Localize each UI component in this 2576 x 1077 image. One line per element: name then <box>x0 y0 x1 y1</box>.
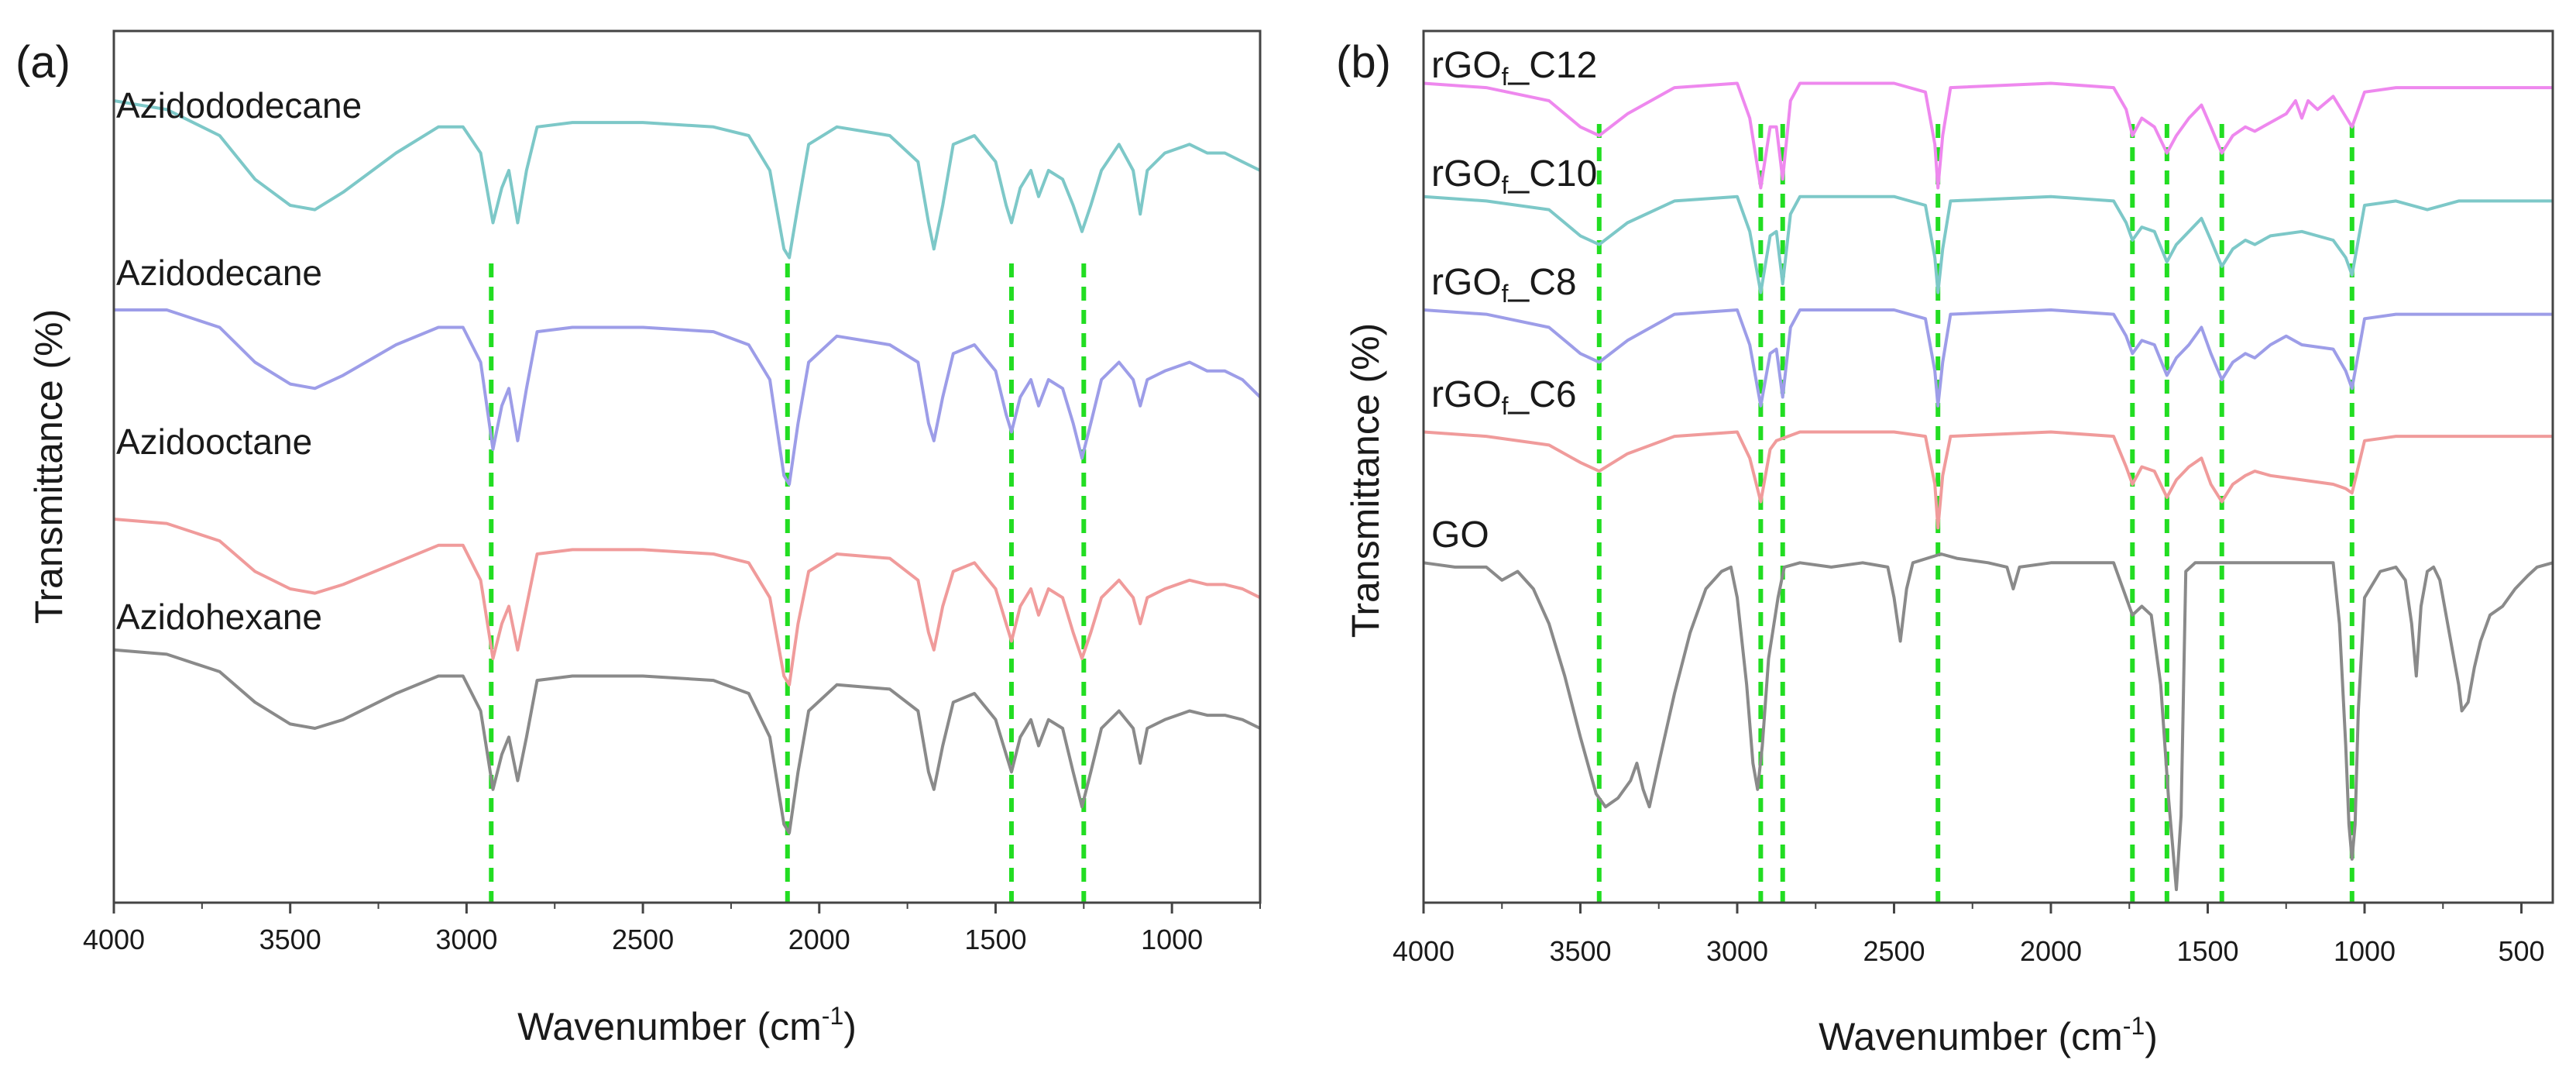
series-line <box>114 308 1262 486</box>
plot-frame <box>1422 29 2554 904</box>
series-label: Azidohexane <box>116 597 322 637</box>
x-tick-label: 1500 <box>2176 935 2238 967</box>
x-axis-label: Wavenumber (cm-1) <box>517 1002 857 1048</box>
series-labels: Azidododecane Azidodecane Azidooctane Azido… <box>116 85 362 637</box>
x-axis-label: Wavenumber (cm-1) <box>1819 1012 2158 1058</box>
x-tick-label: 1000 <box>2334 935 2396 967</box>
x-tick-label: 2500 <box>612 924 674 955</box>
series-group <box>113 99 1262 834</box>
series-labels: rGOf_C12 rGOf_C10 rGOf_C8 rGOf_C6 GO <box>1431 45 1597 556</box>
series-line <box>1423 552 2554 892</box>
x-tick-label: 2000 <box>788 924 850 955</box>
series-label: rGOf_C8 <box>1431 262 1577 308</box>
series-label: rGOf_C12 <box>1431 45 1597 91</box>
x-tick-label: 500 <box>2498 935 2544 967</box>
panel-label: (a) <box>15 37 70 88</box>
x-axis-ticks: 4000 3500 3000 2500 2000 1500 1000 500 <box>1393 903 2545 967</box>
series-label: Azidododecane <box>116 85 362 126</box>
marker-lines <box>489 263 1087 903</box>
plot-frame <box>112 29 1262 904</box>
x-tick-label: 4000 <box>83 924 145 955</box>
series-label: Azidooctane <box>116 422 312 462</box>
x-tick-label: 3000 <box>1706 935 1768 967</box>
panel-b: (b) rGOf_C12 rGOf_C10 rGOf_C8 rGOf_C6 GO 400… <box>1336 29 2554 1058</box>
x-tick-label: 2000 <box>2020 935 2082 967</box>
x-axis-ticks: 4000 3500 3000 2500 2000 1500 1000 <box>83 903 1261 955</box>
series-line <box>1423 430 2553 530</box>
y-axis-label: Transmittance (%) <box>1344 323 1387 638</box>
y-axis-label: Transmittance (%) <box>27 309 70 625</box>
series-line <box>1423 81 2553 190</box>
x-tick-label: 3000 <box>435 924 497 955</box>
x-tick-label: 2500 <box>1863 935 1925 967</box>
series-line <box>1423 308 2553 408</box>
series-label: rGOf_C6 <box>1431 374 1577 420</box>
series-label: GO <box>1431 514 1489 556</box>
panel-label: (b) <box>1336 37 1391 88</box>
series-group <box>1423 81 2554 892</box>
series-line <box>113 518 1261 686</box>
panel-a: (a) AzidododecaneAzidodecaneAzidooctaneA… <box>15 29 1262 1048</box>
series-line <box>113 648 1261 834</box>
x-tick-label: 3500 <box>1549 935 1611 967</box>
x-tick-label: 1000 <box>1141 924 1203 955</box>
series-line <box>113 99 1261 260</box>
series-line <box>1423 194 2553 294</box>
marker-lines <box>1596 124 2354 903</box>
x-tick-label: 1500 <box>964 924 1026 955</box>
x-tick-label: 3500 <box>259 924 321 955</box>
x-tick-label: 4000 <box>1393 935 1455 967</box>
series-label: rGOf_C10 <box>1431 153 1597 199</box>
series-label: Azidodecane <box>116 253 322 293</box>
